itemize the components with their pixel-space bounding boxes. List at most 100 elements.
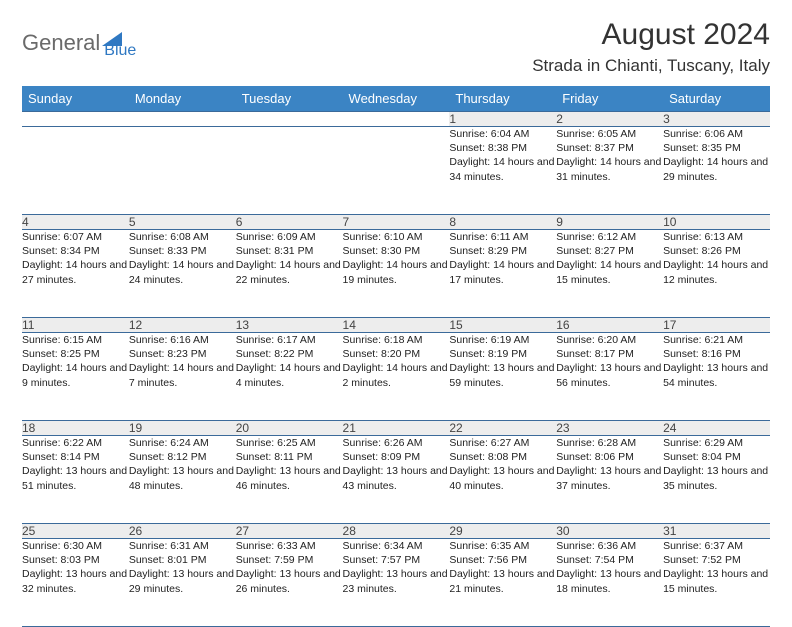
day-info-cell: [129, 127, 236, 215]
day-info-cell: [236, 127, 343, 215]
sunset-line: Sunset: 8:06 PM: [556, 450, 663, 464]
day-number-cell: 28: [343, 524, 450, 539]
logo-text-blue: Blue: [104, 42, 136, 60]
sunset-line: Sunset: 8:16 PM: [663, 347, 770, 361]
info-row: Sunrise: 6:15 AMSunset: 8:25 PMDaylight:…: [22, 333, 770, 421]
day-number-cell: 6: [236, 215, 343, 230]
day-number-cell: 17: [663, 318, 770, 333]
day-info-cell: Sunrise: 6:30 AMSunset: 8:03 PMDaylight:…: [22, 539, 129, 627]
day-info-cell: Sunrise: 6:22 AMSunset: 8:14 PMDaylight:…: [22, 436, 129, 524]
day-info-cell: Sunrise: 6:20 AMSunset: 8:17 PMDaylight:…: [556, 333, 663, 421]
sunrise-line: Sunrise: 6:10 AM: [343, 230, 450, 244]
day-info-cell: Sunrise: 6:19 AMSunset: 8:19 PMDaylight:…: [449, 333, 556, 421]
logo: General Blue: [22, 26, 136, 60]
daylight-line: Daylight: 14 hours and 24 minutes.: [129, 258, 236, 286]
daylight-line: Daylight: 14 hours and 31 minutes.: [556, 155, 663, 183]
sunrise-line: Sunrise: 6:12 AM: [556, 230, 663, 244]
logo-text-general: General: [22, 30, 100, 56]
sunset-line: Sunset: 8:04 PM: [663, 450, 770, 464]
day-number-cell: 12: [129, 318, 236, 333]
sunset-line: Sunset: 8:17 PM: [556, 347, 663, 361]
day-number-cell: 1: [449, 112, 556, 127]
day-info-cell: Sunrise: 6:34 AMSunset: 7:57 PMDaylight:…: [343, 539, 450, 627]
daylight-line: Daylight: 13 hours and 32 minutes.: [22, 567, 129, 595]
sunrise-line: Sunrise: 6:37 AM: [663, 539, 770, 553]
calendar-table: Sunday Monday Tuesday Wednesday Thursday…: [22, 86, 770, 627]
daylight-line: Daylight: 13 hours and 37 minutes.: [556, 464, 663, 492]
sunrise-line: Sunrise: 6:16 AM: [129, 333, 236, 347]
daylight-line: Daylight: 13 hours and 56 minutes.: [556, 361, 663, 389]
sunset-line: Sunset: 8:09 PM: [343, 450, 450, 464]
sunset-line: Sunset: 7:54 PM: [556, 553, 663, 567]
sunrise-line: Sunrise: 6:09 AM: [236, 230, 343, 244]
sunrise-line: Sunrise: 6:04 AM: [449, 127, 556, 141]
sunset-line: Sunset: 8:34 PM: [22, 244, 129, 258]
daylight-line: Daylight: 14 hours and 2 minutes.: [343, 361, 450, 389]
day-number-cell: 23: [556, 421, 663, 436]
day-number-cell: 4: [22, 215, 129, 230]
sunset-line: Sunset: 8:22 PM: [236, 347, 343, 361]
daynum-row: 45678910: [22, 215, 770, 230]
daynum-row: 123: [22, 112, 770, 127]
day-number-cell: 30: [556, 524, 663, 539]
day-number-cell: [236, 112, 343, 127]
day-number-cell: 10: [663, 215, 770, 230]
sunset-line: Sunset: 8:26 PM: [663, 244, 770, 258]
col-sun: Sunday: [22, 86, 129, 112]
day-info-cell: Sunrise: 6:37 AMSunset: 7:52 PMDaylight:…: [663, 539, 770, 627]
sunset-line: Sunset: 8:20 PM: [343, 347, 450, 361]
sunset-line: Sunset: 7:52 PM: [663, 553, 770, 567]
daylight-line: Daylight: 14 hours and 12 minutes.: [663, 258, 770, 286]
sunrise-line: Sunrise: 6:33 AM: [236, 539, 343, 553]
sunrise-line: Sunrise: 6:27 AM: [449, 436, 556, 450]
day-number-cell: 25: [22, 524, 129, 539]
day-number-cell: 14: [343, 318, 450, 333]
sunrise-line: Sunrise: 6:17 AM: [236, 333, 343, 347]
day-number-cell: 5: [129, 215, 236, 230]
day-info-cell: Sunrise: 6:13 AMSunset: 8:26 PMDaylight:…: [663, 230, 770, 318]
day-info-cell: Sunrise: 6:08 AMSunset: 8:33 PMDaylight:…: [129, 230, 236, 318]
day-number-cell: 18: [22, 421, 129, 436]
sunset-line: Sunset: 8:30 PM: [343, 244, 450, 258]
day-number-cell: 27: [236, 524, 343, 539]
sunrise-line: Sunrise: 6:34 AM: [343, 539, 450, 553]
daylight-line: Daylight: 14 hours and 22 minutes.: [236, 258, 343, 286]
day-number-cell: 20: [236, 421, 343, 436]
page-title: August 2024: [532, 18, 770, 52]
calendar-body: 123 Sunrise: 6:04 AMSunset: 8:38 PMDayli…: [22, 112, 770, 627]
day-info-cell: [22, 127, 129, 215]
day-info-cell: Sunrise: 6:07 AMSunset: 8:34 PMDaylight:…: [22, 230, 129, 318]
sunset-line: Sunset: 8:27 PM: [556, 244, 663, 258]
sunrise-line: Sunrise: 6:07 AM: [22, 230, 129, 244]
sunrise-line: Sunrise: 6:18 AM: [343, 333, 450, 347]
sunrise-line: Sunrise: 6:19 AM: [449, 333, 556, 347]
sunset-line: Sunset: 7:59 PM: [236, 553, 343, 567]
sunrise-line: Sunrise: 6:21 AM: [663, 333, 770, 347]
daynum-row: 18192021222324: [22, 421, 770, 436]
daynum-row: 11121314151617: [22, 318, 770, 333]
sunset-line: Sunset: 8:25 PM: [22, 347, 129, 361]
title-block: August 2024 Strada in Chianti, Tuscany, …: [532, 18, 770, 82]
sunset-line: Sunset: 8:19 PM: [449, 347, 556, 361]
daylight-line: Daylight: 13 hours and 54 minutes.: [663, 361, 770, 389]
day-info-cell: [343, 127, 450, 215]
day-info-cell: Sunrise: 6:21 AMSunset: 8:16 PMDaylight:…: [663, 333, 770, 421]
day-number-cell: 29: [449, 524, 556, 539]
sunrise-line: Sunrise: 6:20 AM: [556, 333, 663, 347]
info-row: Sunrise: 6:30 AMSunset: 8:03 PMDaylight:…: [22, 539, 770, 627]
sunset-line: Sunset: 7:57 PM: [343, 553, 450, 567]
location-subtitle: Strada in Chianti, Tuscany, Italy: [532, 56, 770, 76]
daylight-line: Daylight: 13 hours and 26 minutes.: [236, 567, 343, 595]
sunset-line: Sunset: 8:37 PM: [556, 141, 663, 155]
day-info-cell: Sunrise: 6:05 AMSunset: 8:37 PMDaylight:…: [556, 127, 663, 215]
sunset-line: Sunset: 8:08 PM: [449, 450, 556, 464]
daylight-line: Daylight: 13 hours and 46 minutes.: [236, 464, 343, 492]
daylight-line: Daylight: 13 hours and 51 minutes.: [22, 464, 129, 492]
day-number-cell: 19: [129, 421, 236, 436]
day-info-cell: Sunrise: 6:11 AMSunset: 8:29 PMDaylight:…: [449, 230, 556, 318]
day-info-cell: Sunrise: 6:04 AMSunset: 8:38 PMDaylight:…: [449, 127, 556, 215]
info-row: Sunrise: 6:04 AMSunset: 8:38 PMDaylight:…: [22, 127, 770, 215]
day-info-cell: Sunrise: 6:06 AMSunset: 8:35 PMDaylight:…: [663, 127, 770, 215]
sunrise-line: Sunrise: 6:36 AM: [556, 539, 663, 553]
col-mon: Monday: [129, 86, 236, 112]
